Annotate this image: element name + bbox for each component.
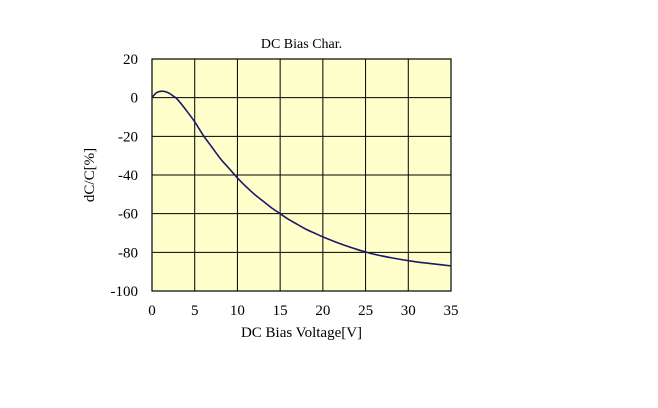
x-tick-label-4: 20 <box>315 303 330 319</box>
x-tick-labels: 0 5 10 15 20 25 30 35 <box>148 303 458 319</box>
y-axis-title: dC/C[%] <box>82 148 98 202</box>
x-tick-label-0: 0 <box>148 303 156 319</box>
y-tick-label-3: -40 <box>118 168 138 184</box>
y-tick-labels: 20 0 -20 -40 -60 -80 -100 <box>111 52 139 300</box>
y-tick-label-0: 20 <box>123 52 138 68</box>
x-tick-label-6: 30 <box>401 303 416 319</box>
x-tick-label-2: 10 <box>230 303 245 319</box>
y-tick-label-6: -100 <box>111 284 139 300</box>
x-axis-title: DC Bias Voltage[V] <box>241 325 362 341</box>
y-tick-label-5: -80 <box>118 245 138 261</box>
y-tick-label-4: -60 <box>118 207 138 223</box>
x-tick-label-3: 15 <box>273 303 288 319</box>
y-tick-label-2: -20 <box>118 129 138 145</box>
x-tick-label-5: 25 <box>358 303 373 319</box>
chart-title: DC Bias Char. <box>261 37 342 52</box>
series-line <box>151 90 452 267</box>
x-tick-label-1: 5 <box>191 303 199 319</box>
grid <box>152 59 451 291</box>
y-tick-label-1: 0 <box>131 91 139 107</box>
x-tick-label-7: 35 <box>444 303 459 319</box>
plot-frame <box>151 58 452 292</box>
